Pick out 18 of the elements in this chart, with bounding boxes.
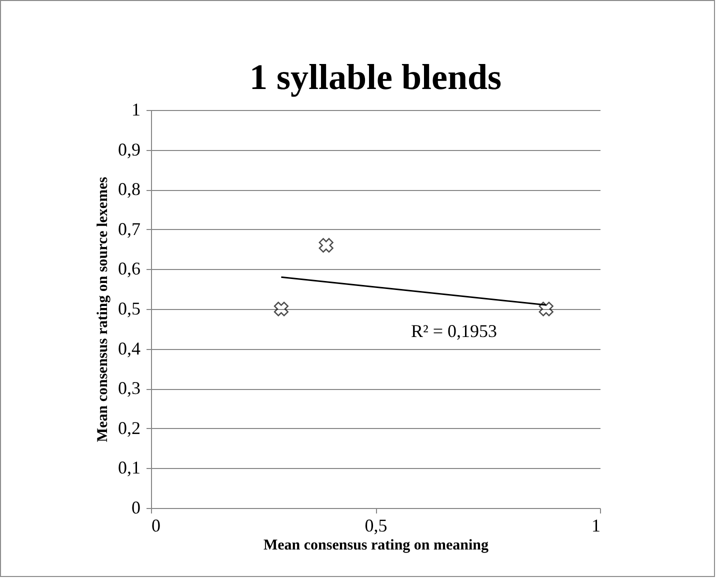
y-tick-label: 0,4 [118, 338, 140, 358]
x-tick-label: 0 [152, 516, 160, 536]
x-tick-label: 1 [592, 516, 600, 536]
y-tick-label: 0,7 [118, 218, 140, 239]
x-tick-label: 0,5 [364, 516, 388, 536]
y-tick-label: 0 [132, 498, 140, 518]
y-tick-label: 0,9 [118, 139, 140, 160]
y-tick-label: 0,2 [118, 418, 140, 438]
y-tick-label: 0,6 [118, 258, 140, 279]
y-tick-label: 0,3 [118, 378, 140, 398]
chart-title: 1 syllable blends [249, 57, 502, 97]
y-tick-label: 0,1 [118, 458, 140, 478]
y-tick-label: 0,5 [118, 298, 140, 318]
y-tick-label: 1 [132, 100, 140, 120]
x-axis-title: Mean consensus rating on meaning [263, 538, 490, 554]
y-axis-title: Mean consensus rating on source lexemes [95, 176, 111, 442]
y-tick-label: 0,8 [118, 179, 140, 200]
annotation: R² = 0,1953 [410, 321, 498, 341]
